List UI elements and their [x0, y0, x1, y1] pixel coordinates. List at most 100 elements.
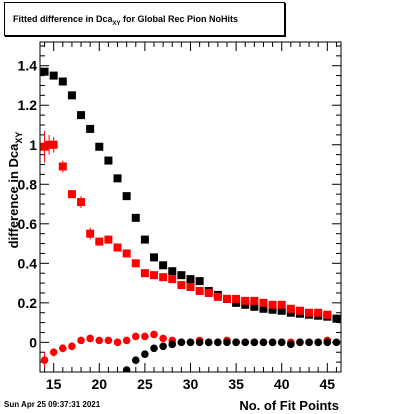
data-point-circle — [232, 338, 240, 347]
data-point-square — [286, 304, 295, 313]
data-point-circle — [296, 338, 304, 347]
x-tick-label: 25 — [137, 376, 153, 392]
data-point-square — [45, 140, 54, 149]
data-point-square — [77, 198, 86, 207]
data-point-square — [195, 277, 204, 286]
data-point-circle — [77, 336, 85, 345]
data-marks — [40, 67, 341, 372]
data-point-circle — [104, 336, 113, 345]
data-point-square — [104, 156, 113, 165]
data-point-square — [122, 192, 131, 201]
x-tick-label: 40 — [274, 376, 290, 392]
data-point-circle — [122, 366, 131, 372]
x-tick-label: 30 — [183, 376, 199, 392]
y-tick-label: 0.8 — [18, 176, 38, 192]
data-point-circle — [131, 356, 140, 364]
data-point-circle — [214, 338, 222, 347]
x-tick-label: 15 — [46, 376, 62, 392]
timestamp-label: Sun Apr 25 09:37:31 2021 — [4, 400, 101, 409]
data-point-circle — [314, 338, 322, 347]
data-point-circle — [49, 348, 58, 357]
data-marks-inner — [40, 67, 341, 372]
data-point-square — [159, 273, 168, 282]
data-point-square — [295, 306, 304, 315]
y-tick-label: 1.4 — [18, 58, 38, 74]
chart-title: Fitted difference in DcaXY for Global Re… — [13, 14, 239, 27]
data-point-square — [113, 243, 122, 252]
data-point-square — [77, 111, 86, 120]
data-point-square — [204, 288, 213, 297]
data-point-square — [49, 71, 58, 80]
y-axis-title: difference in DcaXY — [6, 132, 24, 249]
data-point-circle — [122, 336, 131, 345]
data-point-square — [104, 235, 113, 244]
data-point-square — [195, 286, 204, 295]
x-tick-label: 35 — [228, 376, 244, 392]
data-point-square — [323, 310, 332, 319]
data-point-square — [131, 259, 140, 268]
data-point-square — [177, 281, 186, 290]
data-point-circle — [287, 340, 295, 349]
data-point-circle — [113, 338, 122, 347]
data-point-square — [241, 296, 250, 305]
data-point-square — [150, 271, 159, 280]
data-point-circle — [86, 334, 94, 343]
data-point-square — [95, 237, 104, 246]
x-tick-label: 20 — [91, 376, 107, 392]
data-point-square — [232, 294, 241, 303]
data-point-circle — [159, 342, 167, 351]
data-point-circle — [95, 336, 104, 345]
data-point-square — [250, 296, 259, 305]
data-point-circle — [223, 338, 231, 347]
data-point-square — [168, 267, 177, 276]
data-point-circle — [186, 338, 195, 347]
data-point-square — [213, 292, 222, 301]
y-tick-label: 1.2 — [18, 97, 38, 113]
data-point-circle — [141, 350, 149, 359]
data-point-square — [131, 213, 140, 222]
data-point-square — [268, 305, 277, 314]
data-point-square — [67, 190, 76, 199]
data-point-square — [268, 300, 277, 309]
data-point-circle — [141, 332, 149, 341]
data-point-circle — [259, 338, 268, 347]
data-point-circle — [150, 330, 158, 339]
data-point-square — [40, 67, 49, 76]
data-point-square — [86, 229, 95, 238]
data-point-square — [58, 162, 67, 171]
data-point-circle — [323, 338, 332, 347]
axis-ticks: 15 20 25 30 35 40 45 0 0.2 0.4 0.6 0.8 1 1.2 1.4 — [18, 42, 341, 392]
data-point-circle — [332, 338, 341, 347]
data-point-square — [186, 283, 195, 292]
data-point-square — [58, 77, 67, 86]
data-point-square — [259, 304, 268, 313]
data-point-circle — [40, 356, 49, 364]
x-tick-label: 45 — [320, 376, 336, 392]
data-point-circle — [131, 332, 140, 341]
x-axis-title: No. of Fit Points — [239, 398, 339, 413]
data-point-square — [67, 91, 76, 100]
data-point-square — [314, 308, 323, 317]
y-tick-label: 0.6 — [18, 216, 38, 232]
data-point-square — [95, 142, 104, 151]
data-point-square — [40, 142, 49, 151]
data-point-square — [140, 235, 149, 244]
data-point-circle — [177, 338, 186, 347]
data-point-circle — [204, 338, 213, 347]
title-box: Fitted difference in DcaXY for Global Re… — [4, 2, 285, 36]
data-point-circle — [250, 338, 259, 347]
data-point-square — [168, 275, 177, 284]
plot-frame — [39, 41, 342, 373]
data-point-square — [259, 298, 268, 307]
data-point-square — [177, 271, 186, 280]
data-point-square — [277, 300, 286, 309]
data-point-square — [49, 140, 58, 149]
data-point-circle — [168, 340, 177, 349]
data-point-square — [150, 253, 159, 262]
data-point-square — [122, 249, 131, 258]
data-point-circle — [277, 338, 286, 347]
data-point-circle — [305, 338, 313, 347]
data-point-circle — [159, 334, 167, 343]
y-tick-label: 1 — [29, 137, 37, 153]
